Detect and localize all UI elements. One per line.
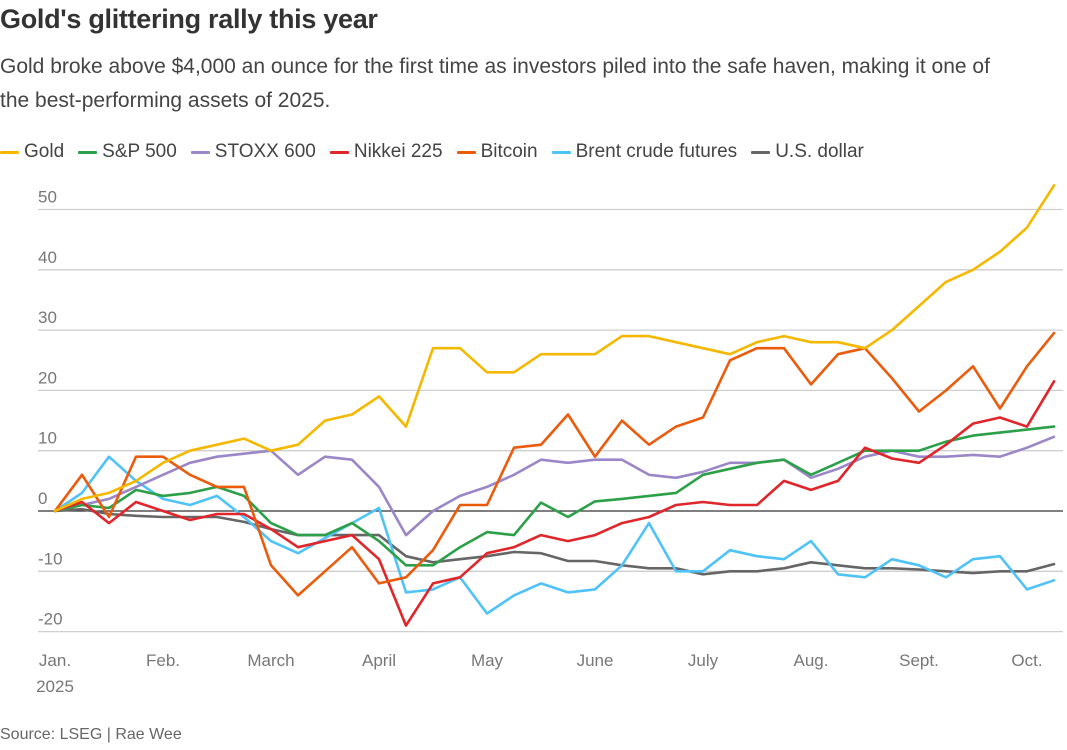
legend-label: Nikkei 225 xyxy=(353,141,443,162)
source-note: Source: LSEG | Rae Wee xyxy=(0,726,182,743)
x-tick-label: Jan. xyxy=(39,651,71,670)
legend-label: STOXX 600 xyxy=(214,141,316,162)
series-line-gold xyxy=(53,184,1056,513)
legend-label: U.S. dollar xyxy=(775,141,864,162)
x-tick-label: Feb. xyxy=(146,651,180,670)
x-tick-label: May xyxy=(471,651,504,670)
y-tick-label: -10 xyxy=(38,549,63,568)
series-line-u-s-dollar xyxy=(53,507,1056,576)
x-tick-label: Sept. xyxy=(899,651,939,670)
legend-item: Nikkei 225 xyxy=(329,141,443,163)
legend-swatch xyxy=(551,150,571,154)
legend-swatch xyxy=(329,150,349,154)
x-tick-sublabel: 2025 xyxy=(36,677,74,696)
x-tick-label: June xyxy=(577,651,614,670)
chart-subtitle: Gold broke above $4,000 an ounce for the… xyxy=(0,55,990,112)
legend-label: S&P 500 xyxy=(102,141,177,162)
series-line-bitcoin xyxy=(53,331,1056,597)
y-tick-label: 20 xyxy=(38,368,57,387)
legend-item: STOXX 600 xyxy=(190,141,316,163)
y-tick-label: -20 xyxy=(38,610,63,629)
legend-item: Bitcoin xyxy=(456,141,538,163)
legend-swatch xyxy=(0,150,19,154)
legend-item: U.S. dollar xyxy=(751,141,864,163)
legend-item: Gold xyxy=(0,141,64,163)
y-tick-label: 0 xyxy=(38,489,47,508)
x-tick-label: April xyxy=(362,651,396,670)
x-tick-label: Aug. xyxy=(794,651,829,670)
y-tick-label: 40 xyxy=(38,248,57,267)
y-tick-label: 30 xyxy=(38,308,57,327)
legend: Gold S&P 500 STOXX 600 Nikkei 225 Bitcoin Bre… xyxy=(0,141,878,163)
legend-swatch xyxy=(751,150,771,154)
legend-label: Gold xyxy=(24,141,65,162)
series-line-brent-crude-futures xyxy=(53,455,1056,615)
x-tick-label: Oct. xyxy=(1011,651,1042,670)
chart-title: Gold's glittering rally this year xyxy=(0,4,378,34)
legend-item: Brent crude futures xyxy=(551,141,738,163)
series-line-s-p-500 xyxy=(53,425,1056,567)
x-tick-label: July xyxy=(688,651,719,670)
legend-swatch xyxy=(190,150,210,154)
x-tick-label: March xyxy=(247,651,294,670)
y-tick-label: 10 xyxy=(38,429,57,448)
series-line-nikkei-225 xyxy=(53,380,1056,627)
legend-swatch xyxy=(456,150,476,154)
y-tick-label: 50 xyxy=(38,188,57,207)
legend-label: Brent crude futures xyxy=(575,141,738,162)
legend-item: S&P 500 xyxy=(78,141,177,163)
legend-label: Bitcoin xyxy=(480,141,538,162)
legend-swatch xyxy=(78,150,98,154)
